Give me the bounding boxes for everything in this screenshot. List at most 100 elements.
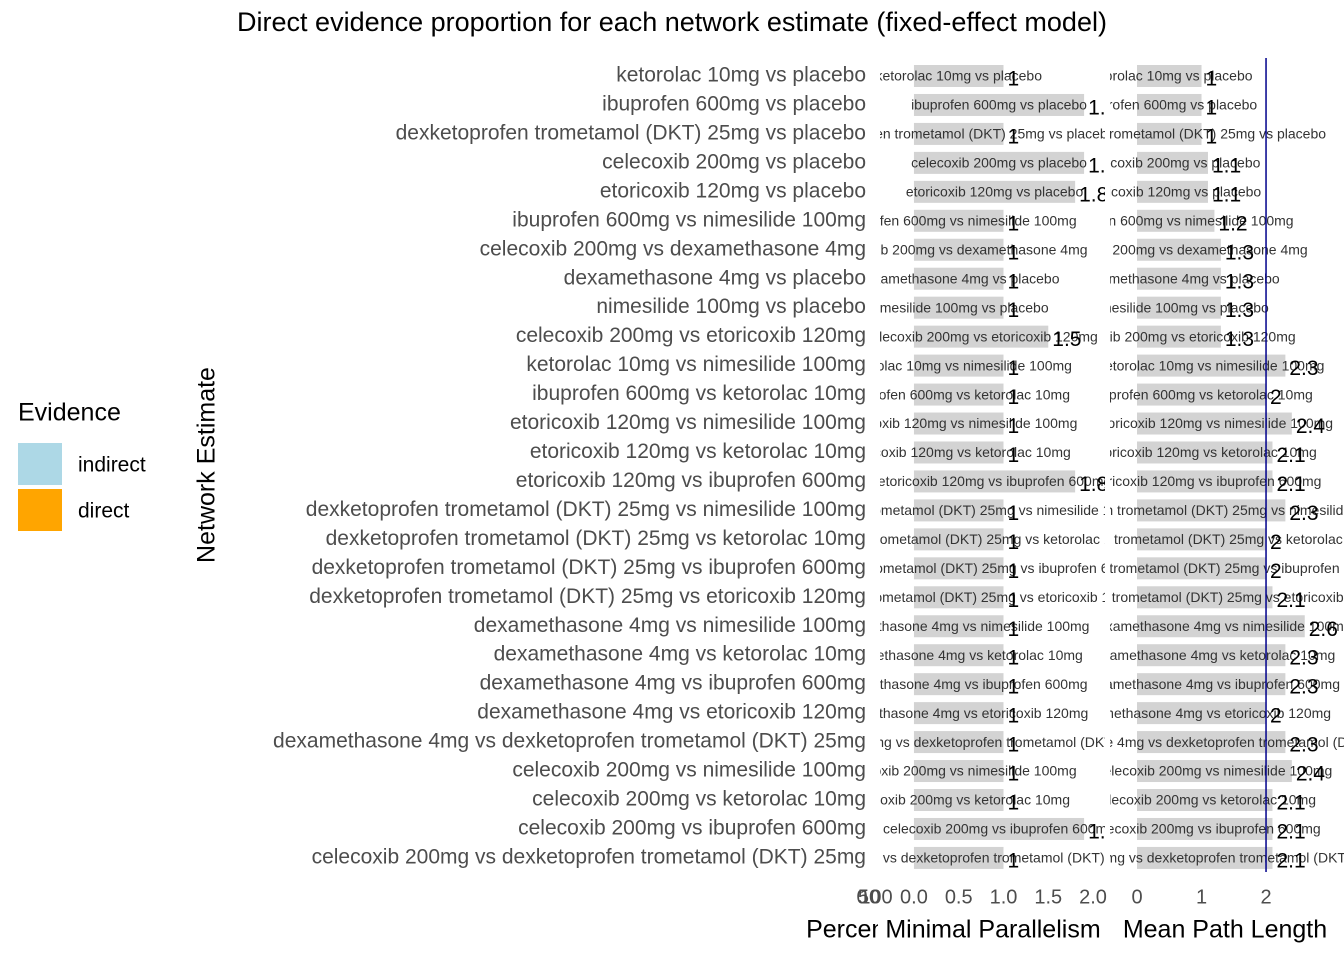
bar [913, 267, 1004, 290]
bar-text: celecoxib 200mg vs etoricoxib 120mg [864, 328, 1097, 344]
value-label: 1 [1206, 97, 1218, 120]
bar [1137, 65, 1202, 87]
bar-text: ibuprofen 600mg vs placebo [911, 97, 1087, 113]
bar-text: dexamethasone 4mg vs nimesilide 100mg [828, 618, 1089, 634]
value-label: 1.9 [1088, 97, 1117, 120]
x-axis-title: Percentage [806, 916, 934, 944]
bar [1137, 441, 1273, 464]
bar-text: dexketoprofen trometamol (DKT) 25mg vs n… [772, 502, 1146, 518]
value-label: 1 [1008, 125, 1020, 148]
value-label: 1.3 [1225, 241, 1254, 264]
bar [1137, 383, 1267, 406]
bar-text: dexketoprofen trometamol (DKT) 25mg vs p… [802, 126, 1116, 142]
value-label: 2.6 [1309, 618, 1338, 641]
y-tick-label: celecoxib 200mg vs dexketoprofen trometa… [312, 845, 866, 868]
bar-text: etoricoxib 120mg vs placebo [1084, 184, 1262, 200]
value-label: 2.1 [1276, 589, 1305, 612]
y-tick-label: dexamethasone 4mg vs ketorolac 10mg [494, 643, 866, 666]
x-axis-title: Mean Path Length [1123, 916, 1327, 944]
y-tick-label: celecoxib 200mg vs dexamethasone 4mg [480, 237, 866, 260]
bar [913, 817, 1085, 840]
y-tick-label: ketorolac 10mg vs placebo [616, 64, 866, 87]
y-tick-label: celecoxib 200mg vs ketorolac 10mg [532, 788, 866, 811]
value-label: 1 [1008, 357, 1020, 380]
bar [1137, 846, 1273, 869]
value-label: 1 [1008, 270, 1020, 293]
bar-text: ibuprofen 600mg vs nimesilide 100mg [1058, 213, 1294, 229]
bar [913, 557, 1004, 580]
legend-label: indirect [78, 454, 146, 477]
bar [913, 528, 1004, 551]
y-tick-label: dexamethasone 4mg vs dexketoprofen trome… [273, 730, 866, 753]
y-tick-label: etoricoxib 120mg vs placebo [600, 179, 866, 202]
bar [1137, 817, 1273, 840]
bar [1137, 702, 1267, 725]
value-label: 2 [1270, 705, 1282, 728]
bar-text: ibuprofen 600mg vs ketorolac 10mg [847, 386, 1070, 402]
bar [913, 93, 1085, 116]
x-tick-label: 0.0 [900, 886, 928, 908]
panel: ketorolac 10mg vs placebo ibuprofen 600mg… [772, 65, 1146, 872]
value-label: 1 [1008, 589, 1020, 612]
value-label: 1 [1008, 849, 1020, 872]
bar-text: ketorolac 10mg vs placebo [1086, 68, 1253, 84]
bar-text: dexketoprofen trometamol (DKT) 25mg vs e… [1019, 589, 1344, 605]
bar [913, 731, 1004, 754]
bar [1137, 151, 1208, 174]
value-label: 1.1 [1212, 183, 1241, 206]
legend-label: direct [78, 500, 130, 523]
y-tick-label: dexketoprofen trometamol (DKT) 25mg vs i… [312, 556, 866, 579]
y-tick-label: dexketoprofen trometamol (DKT) 25mg vs e… [309, 585, 866, 608]
value-label: 1.8 [1079, 473, 1108, 496]
bar-text: etoricoxib 120mg vs placebo [906, 184, 1084, 200]
bar-text: etoricoxib 120mg vs ketorolac 10mg [847, 444, 1071, 460]
value-label: 1 [1008, 618, 1020, 641]
bar-text: ketorolac 10mg vs nimesilide 100mg [1098, 357, 1324, 373]
bar [913, 65, 1004, 87]
bar-text: nimesilide 100mg vs placebo [869, 299, 1049, 315]
y-tick-label: ibuprofen 600mg vs nimesilide 100mg [512, 208, 866, 231]
bar-text: ibuprofen 600mg vs placebo [1081, 97, 1257, 113]
bar [913, 702, 1004, 725]
y-tick-label: etoricoxib 120mg vs ibuprofen 600mg [516, 469, 866, 492]
bar [1137, 673, 1286, 696]
value-label: 2.4 [1296, 763, 1326, 786]
bar [913, 615, 1004, 638]
x-axis-title: Minimal Parallelism [885, 916, 1100, 944]
value-label: 1 [1206, 68, 1218, 91]
bar [913, 499, 1004, 522]
value-label: 2.1 [1276, 444, 1305, 467]
bar [913, 122, 1004, 145]
bar-text: dexketoprofen trometamol (DKT) 25mg vs e… [773, 589, 1144, 605]
bar [913, 151, 1085, 174]
bar [1137, 412, 1292, 435]
bar [913, 325, 1049, 348]
bar-text: ibuprofen 600mg vs nimesilide 100mg [841, 213, 1077, 229]
bar [913, 586, 1004, 609]
y-tick-label: etoricoxib 120mg vs ketorolac 10mg [530, 440, 866, 463]
value-label: 1 [1008, 212, 1020, 235]
x-tick-label: 1.0 [990, 886, 1018, 908]
value-label: 1.9 [1088, 154, 1117, 177]
x-tick-label: 2 [1260, 886, 1271, 908]
y-tick-label: celecoxib 200mg vs etoricoxib 120mg [516, 324, 866, 347]
bar [913, 238, 1004, 261]
bar [1137, 615, 1305, 638]
bar [1137, 731, 1286, 754]
x-tick-label: 0.5 [945, 886, 973, 908]
bar [1137, 470, 1273, 493]
bar-text: etoricoxib 120mg vs nimesilide 100mg [1096, 415, 1333, 431]
bar-text: celecoxib 200mg vs dexketoprofen trometa… [1020, 850, 1344, 866]
bar [913, 673, 1004, 696]
x-tick-label: 100 [859, 886, 892, 908]
bar [1137, 93, 1202, 116]
value-label: 1 [1008, 734, 1020, 757]
value-label: 2.1 [1276, 821, 1305, 844]
y-tick-label: ketorolac 10mg vs nimesilide 100mg [526, 353, 866, 376]
bar-text: dexamethasone 4mg vs placebo [1078, 270, 1280, 286]
bar-text: ketorolac 10mg vs placebo [875, 68, 1042, 84]
bar [1137, 267, 1221, 290]
x-tick-label: 0 [856, 886, 867, 908]
value-label: 1.3 [1225, 270, 1254, 293]
bar-text: dexamethasone 4mg vs ibuprofen 600mg [830, 676, 1088, 692]
